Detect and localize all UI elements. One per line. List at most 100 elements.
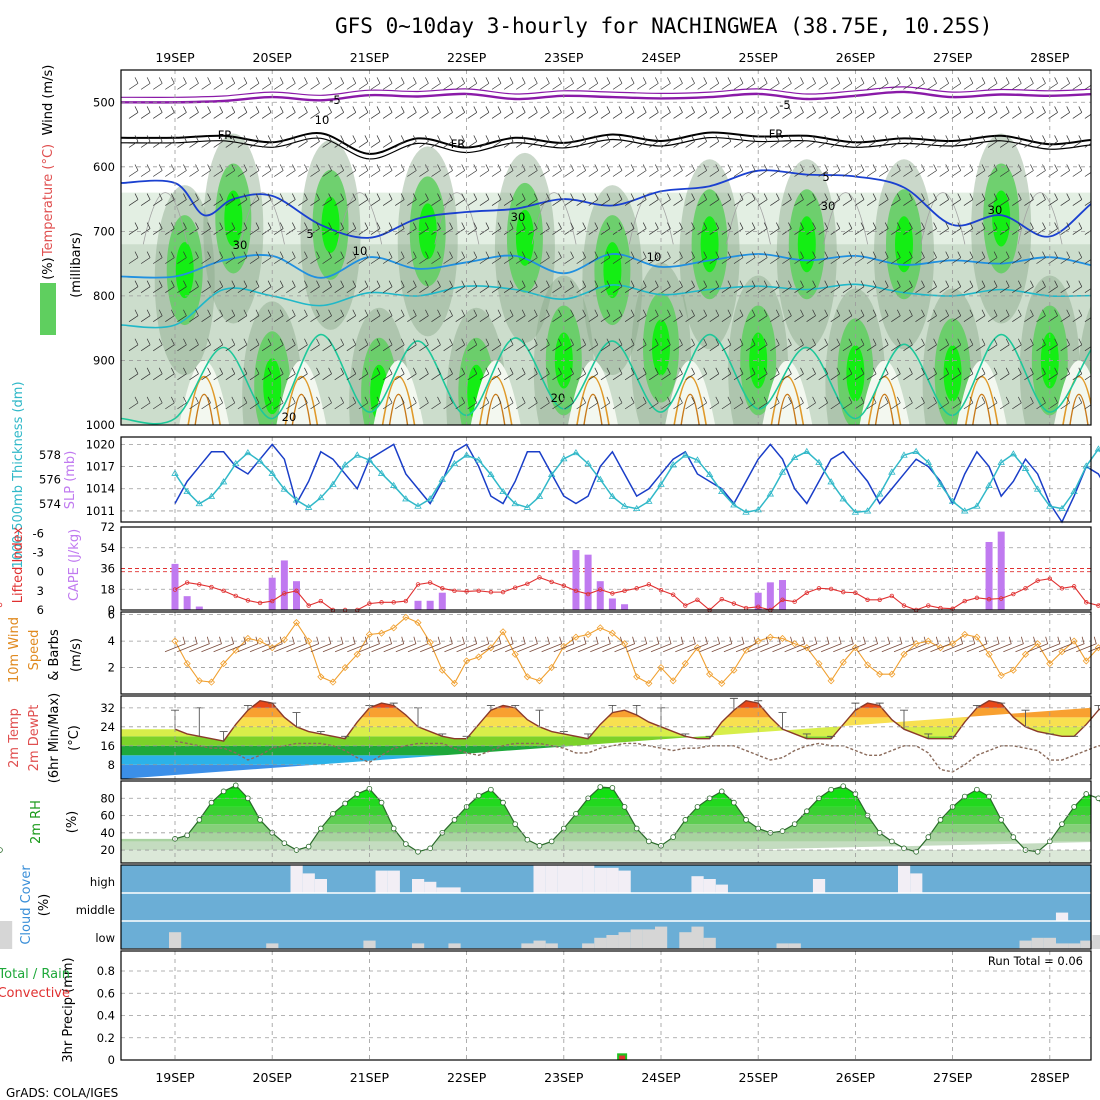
warm-isotherm-inner bbox=[874, 393, 895, 425]
cloud-frame bbox=[120, 864, 1092, 950]
upper-wind-barb bbox=[866, 396, 877, 410]
upper-wind-barb bbox=[782, 106, 792, 119]
max-temp-whisker bbox=[341, 735, 350, 739]
wind-speed-marker bbox=[195, 677, 203, 685]
thickness-marker bbox=[851, 508, 860, 515]
thickness-marker bbox=[402, 495, 410, 502]
upper-wind-barb bbox=[600, 193, 611, 206]
upper-wind-barb bbox=[298, 222, 308, 235]
upper-wind-barb bbox=[733, 135, 744, 148]
upper-wind-barb bbox=[443, 164, 453, 177]
upper-wind-barb bbox=[709, 309, 720, 323]
isotherm-label: 30 bbox=[988, 203, 1003, 217]
upper-wind-barb bbox=[1060, 77, 1071, 90]
rh2m-marker bbox=[718, 788, 725, 795]
upper-wind-barb bbox=[310, 367, 320, 381]
thickness-marker bbox=[742, 508, 750, 515]
lifted-index-marker bbox=[197, 582, 202, 587]
upper-wind-barb bbox=[552, 251, 562, 264]
upper-wind-barb bbox=[1048, 367, 1058, 381]
upper-wind-barb bbox=[770, 309, 780, 323]
cloud-low-bar bbox=[679, 932, 692, 949]
rh-legend-swatch bbox=[40, 283, 56, 335]
slp-y-tick: 1014 bbox=[86, 482, 115, 496]
upper-wind-barb bbox=[249, 251, 260, 264]
upper-wind-barb bbox=[733, 106, 744, 119]
upper-wind-barb bbox=[1060, 251, 1071, 264]
max-temp-whisker bbox=[924, 733, 933, 739]
upper-wind-barb bbox=[673, 309, 683, 323]
upper-wind-barb bbox=[830, 338, 841, 352]
upper-wind-barb bbox=[528, 164, 538, 177]
upper-wind-barb bbox=[274, 222, 284, 235]
upper-wind-barb bbox=[431, 251, 441, 264]
upper-wind-barb bbox=[866, 222, 877, 235]
upper-wind-barb bbox=[758, 77, 768, 90]
cape-bar bbox=[779, 580, 786, 610]
surface-wind-barb bbox=[577, 636, 599, 653]
upper-wind-barb bbox=[140, 367, 151, 381]
upper-wind-barb bbox=[370, 222, 381, 235]
upper-wind-barb bbox=[782, 367, 792, 381]
thickness-marker bbox=[985, 481, 993, 488]
upper-wind-barb bbox=[467, 396, 478, 410]
upper-wind-barb bbox=[649, 135, 659, 148]
rh2m-marker bbox=[378, 799, 385, 806]
upper-wind-barb bbox=[540, 222, 550, 235]
upper-wind-barb bbox=[177, 222, 187, 235]
upper-wind-barb bbox=[721, 367, 732, 381]
thickness-marker bbox=[292, 496, 301, 503]
upper-wind-barb bbox=[866, 135, 877, 148]
surface-wind-barb bbox=[663, 636, 684, 653]
upper-wind-barb bbox=[153, 367, 163, 381]
thickness-line bbox=[174, 447, 1100, 514]
lifted-index-marker bbox=[865, 597, 870, 602]
upper-wind-barb bbox=[479, 193, 490, 206]
surface-wind-barb bbox=[480, 636, 502, 653]
surface-wind-barb bbox=[334, 636, 356, 653]
temp-band bbox=[121, 764, 1091, 779]
temp-band bbox=[121, 726, 1091, 737]
upper-wind-barb bbox=[951, 280, 962, 293]
surface-wind-barb bbox=[262, 636, 283, 653]
upper-wind-barb bbox=[1084, 367, 1091, 381]
thickness-marker bbox=[803, 447, 811, 454]
upper-air-y-tick: 600 bbox=[93, 160, 115, 174]
upper-wind-barb bbox=[879, 338, 889, 352]
upper-wind-barb bbox=[685, 193, 695, 206]
upper-wind-barb bbox=[153, 193, 163, 206]
cloud-cover-axis-label: Cloud Cover bbox=[19, 865, 34, 945]
cloud-low-bar bbox=[655, 926, 668, 949]
surface-wind-barb bbox=[565, 636, 587, 653]
lifted-index-marker bbox=[245, 598, 251, 603]
upper-wind-barb bbox=[310, 338, 320, 352]
thickness-marker bbox=[341, 461, 349, 468]
thickness-marker bbox=[450, 459, 459, 467]
upper-wind-barb bbox=[407, 135, 417, 148]
upper-wind-barb bbox=[1072, 338, 1083, 352]
surface-wind-barb bbox=[833, 636, 854, 653]
thickness-marker bbox=[268, 469, 276, 476]
surface-wind-barb bbox=[966, 636, 988, 653]
upper-wind-barb bbox=[975, 309, 986, 323]
upper-wind-barb bbox=[153, 135, 163, 148]
upper-wind-barb bbox=[516, 396, 526, 410]
cloud-high-bar bbox=[448, 887, 461, 893]
upper-wind-barb bbox=[503, 338, 514, 352]
thickness-marker bbox=[487, 470, 495, 478]
upper-wind-barb bbox=[612, 280, 623, 293]
rh2m-marker bbox=[1095, 795, 1100, 802]
upper-wind-barb bbox=[1012, 367, 1022, 381]
upper-wind-barb bbox=[443, 367, 453, 381]
wind-speed-marker bbox=[548, 663, 556, 672]
wind-speed-marker bbox=[718, 679, 726, 687]
upper-wind-barb bbox=[576, 251, 587, 264]
upper-wind-barb bbox=[879, 193, 889, 206]
cloud-high-bar bbox=[703, 879, 716, 893]
lifted-index-marker bbox=[695, 597, 700, 602]
lifted-index-marker bbox=[634, 586, 639, 591]
surface-wind-barb bbox=[492, 636, 514, 653]
cape-bar bbox=[766, 582, 774, 610]
cloud-low-bar bbox=[266, 943, 279, 949]
